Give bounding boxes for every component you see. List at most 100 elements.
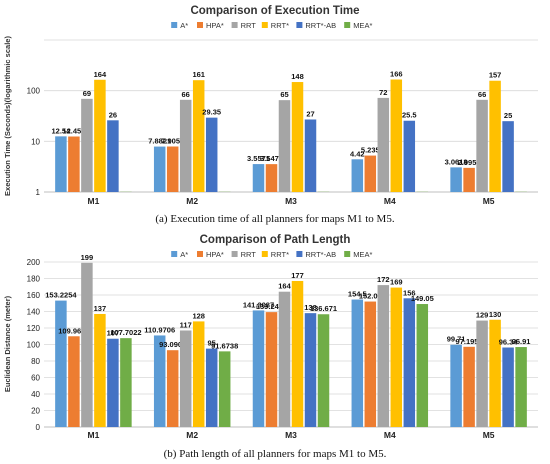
bar-mea-m1 <box>120 338 132 427</box>
bar-rrtab-m5 <box>502 347 514 427</box>
y-tick-label: 40 <box>31 390 40 399</box>
x-tick-label: M5 <box>483 196 495 206</box>
data-label: 107.7022 <box>110 328 141 337</box>
y-tick-label: 160 <box>27 291 41 300</box>
legend-swatch <box>171 251 178 257</box>
legend-swatch <box>296 22 303 28</box>
legend-swatch <box>344 251 351 257</box>
data-label: 128 <box>192 311 205 320</box>
data-label: 69 <box>83 89 91 98</box>
data-label: 137 <box>94 304 107 313</box>
bar-mea-m4 <box>416 304 429 427</box>
bar-hpa-m1 <box>68 136 80 192</box>
legend-entry: A* <box>180 250 188 259</box>
data-label: 107 <box>107 329 120 338</box>
data-label: 130 <box>489 310 502 319</box>
legend-entry: RRT* <box>271 21 289 30</box>
data-label: 5.235 <box>361 146 380 155</box>
y-tick-label: 10 <box>31 137 40 146</box>
data-label: 109.9675 <box>58 326 89 335</box>
data-label: 154.5 <box>348 290 367 299</box>
y-tick-label: 60 <box>31 374 40 383</box>
data-label: 26 <box>109 110 117 119</box>
bar-hpa-m1 <box>68 336 80 427</box>
data-label: 29.35 <box>202 108 221 117</box>
bar-hpa-m5 <box>463 346 475 427</box>
legend-entry: HPA* <box>206 21 224 30</box>
bar-hpa-m4 <box>364 155 377 192</box>
bar-rrt-m1 <box>94 79 106 192</box>
data-label: 164 <box>278 282 291 291</box>
legend-entry: A* <box>180 21 188 30</box>
bar-rrt-m5 <box>489 80 501 192</box>
y-axis-label: Execution Time (Seconds)(logarithmic sca… <box>3 36 12 196</box>
bar-rrt-m2 <box>192 321 205 427</box>
bar-rrtab-m3 <box>304 119 317 192</box>
bar-rrt-m1 <box>94 313 106 427</box>
figure-caption: (a) Execution time of all planners for m… <box>155 213 394 225</box>
data-label: 93.0904 <box>159 340 187 349</box>
bar-rrtab-m3 <box>304 313 317 427</box>
data-label: 148 <box>291 72 304 81</box>
bar-rrtab-m2 <box>205 117 218 192</box>
y-tick-label: 100 <box>27 341 41 350</box>
data-label: 157 <box>489 71 502 80</box>
y-tick-label: 200 <box>27 258 41 267</box>
legend-swatch <box>261 22 268 28</box>
bar-hpa-m3 <box>265 312 278 427</box>
y-tick-label: 140 <box>27 308 41 317</box>
bar-rrt-m5 <box>489 319 501 427</box>
data-label: 96.34 <box>499 338 519 347</box>
data-label: 110.9706 <box>144 325 175 334</box>
data-label: 72 <box>379 88 387 97</box>
x-tick-label: M3 <box>285 196 297 206</box>
data-label: 177 <box>291 271 304 280</box>
legend-entry: HPA* <box>206 250 224 259</box>
legend-swatch <box>197 22 203 28</box>
legend-entry: RRT <box>241 250 257 259</box>
bar-hpa-m2 <box>166 146 179 192</box>
bar-a-m1 <box>55 136 67 192</box>
y-tick-label: 1 <box>36 188 41 197</box>
data-label: 3.0618 <box>445 157 468 166</box>
x-tick-label: M2 <box>186 430 198 440</box>
data-label: 7.9059 <box>161 137 184 146</box>
x-tick-label: M4 <box>384 196 396 206</box>
data-label: 164 <box>94 70 107 79</box>
data-label: 129 <box>476 311 489 320</box>
data-label: 139.2477 <box>256 302 287 311</box>
data-label: 166 <box>390 70 403 79</box>
x-tick-label: M2 <box>186 196 198 206</box>
bar-a-m3 <box>252 310 265 427</box>
bar-hpa-m3 <box>265 164 278 192</box>
data-label: 97.1958 <box>456 337 483 346</box>
figure-caption: (b) Path length of all planners for maps… <box>164 448 387 460</box>
bar-rrt-m1 <box>81 262 93 427</box>
data-label: 161 <box>192 70 205 79</box>
bar-rrt-m3 <box>278 100 291 192</box>
bar-a-m5 <box>450 344 462 427</box>
data-label: 141.3087 <box>243 300 274 309</box>
bar-rrt-m4 <box>390 287 403 427</box>
x-tick-label: M1 <box>87 430 99 440</box>
bar-hpa-m5 <box>463 167 475 192</box>
data-label: 65 <box>280 90 288 99</box>
data-label: 117 <box>180 320 192 329</box>
bar-hpa-m4 <box>364 301 377 427</box>
chart-title: Comparison of Execution Time <box>190 5 359 17</box>
bar-a-m3 <box>252 164 265 192</box>
data-label: 3.5571 <box>247 154 270 163</box>
legend-swatch <box>344 22 351 28</box>
bar-rrt-m4 <box>390 79 403 192</box>
bar-a-m1 <box>55 300 67 427</box>
bar-rrt-m4 <box>377 285 390 427</box>
bar-a-m2 <box>153 146 166 192</box>
data-label: 25 <box>504 111 512 120</box>
legend-swatch <box>296 251 303 257</box>
data-label: 12.453 <box>62 127 85 136</box>
bar-rrt-m5 <box>476 320 488 427</box>
chart-title: Comparison of Path Length <box>200 234 351 246</box>
bar-rrt-m1 <box>81 98 93 192</box>
bar-rrtab-m1 <box>107 338 119 427</box>
